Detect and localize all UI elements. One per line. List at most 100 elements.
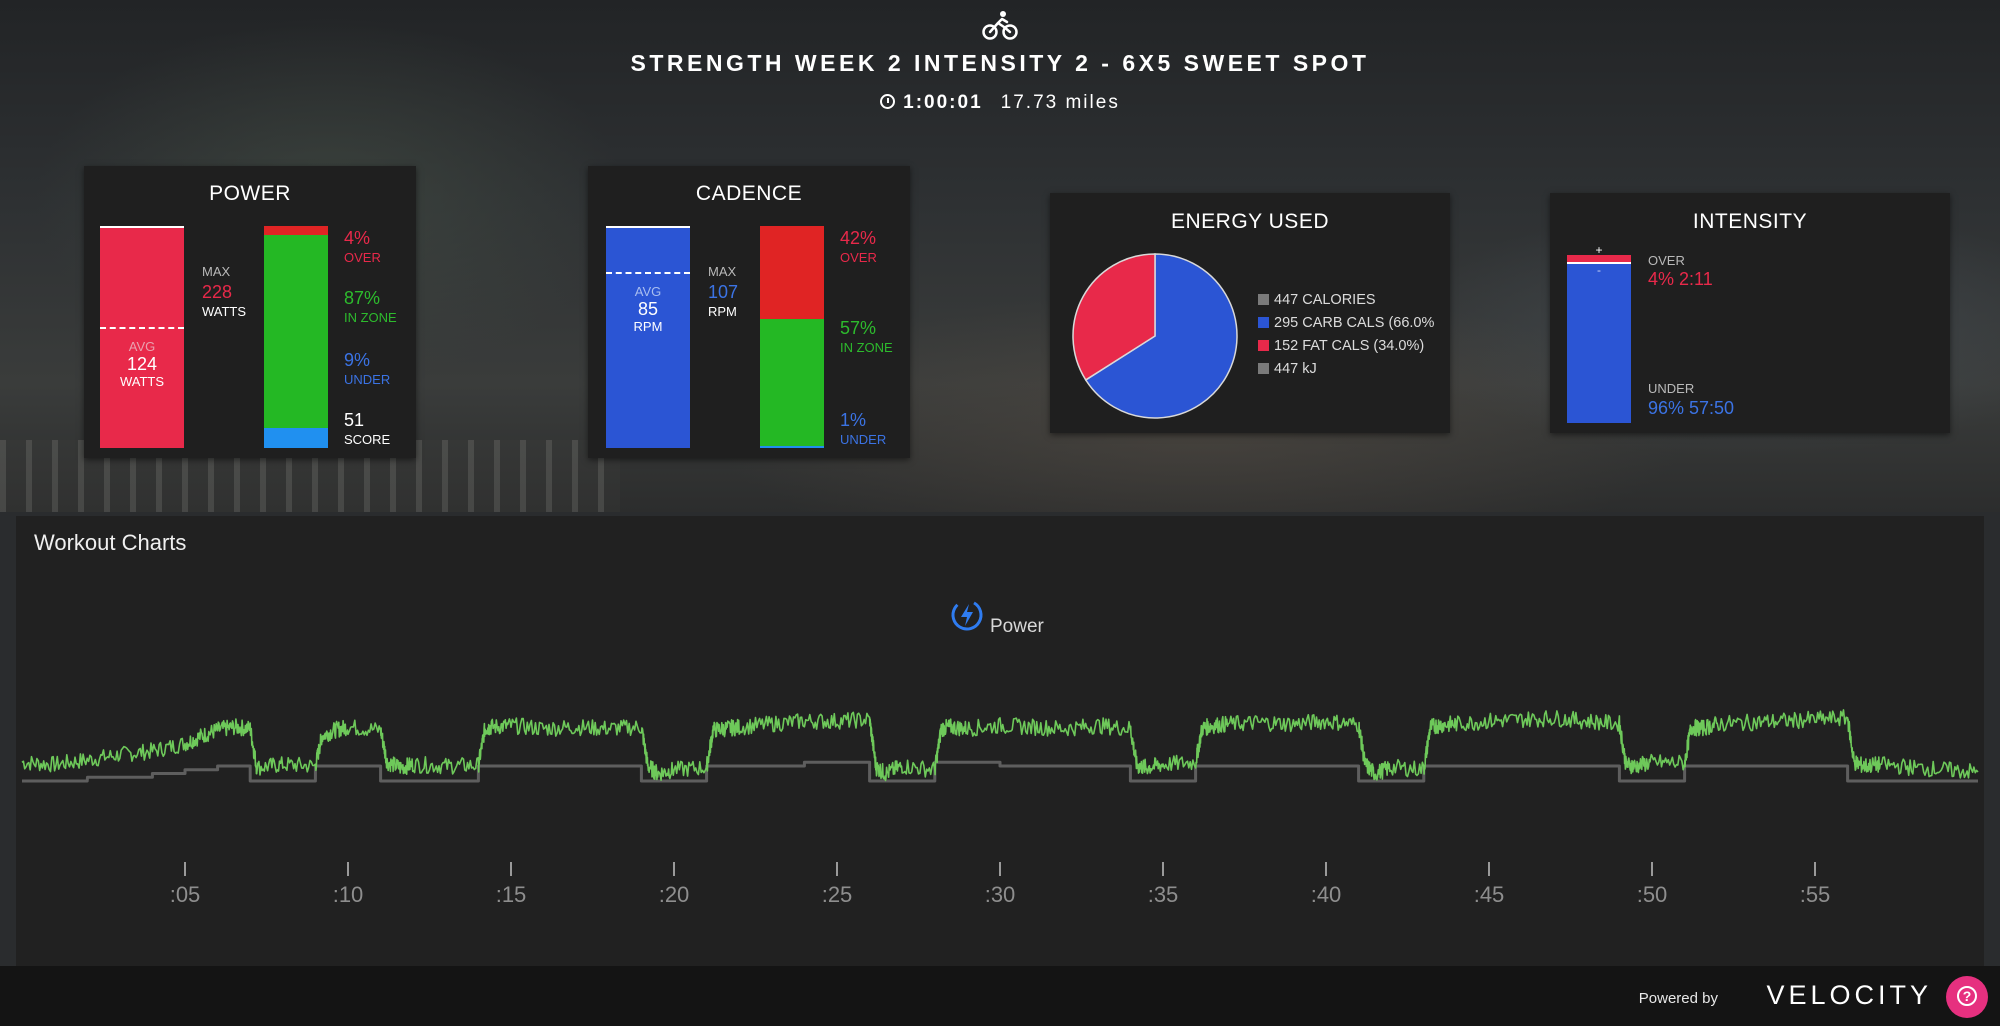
power-zone-over	[264, 226, 328, 235]
legend-fat: 152 FAT CALS (34.0%)	[1258, 338, 1424, 354]
legend-carb: 295 CARB CALS (66.0%	[1258, 315, 1434, 331]
workout-charts-panel: Workout Charts Power :05 :10 :15 :20 :25 :30:…	[16, 516, 1984, 966]
legend-calories-label: 447 CALORIES	[1274, 292, 1376, 308]
power-avg-label: AVG	[128, 339, 156, 354]
pie-slice-carb	[1084, 253, 1238, 419]
x-tick-label: :30	[985, 882, 1016, 907]
intensity-card: INTENSITY + - OVER 4% 2:11 UNDER 96% 57:…	[1550, 193, 1950, 433]
legend-swatch	[1258, 317, 1269, 328]
cadence-avg-fill	[606, 226, 690, 448]
x-tick-label: :10	[333, 882, 364, 907]
power-avg-fill	[100, 226, 184, 448]
intensity-over-label: OVER	[1648, 253, 1685, 268]
cadence-avg-value: 85	[637, 299, 659, 319]
cadence-card: CADENCE AVG 85 RPM MAX 107 RPM 42% OVER …	[588, 166, 910, 458]
workout-distance: 17.73 miles	[1000, 92, 1120, 113]
power-over-pct: 4%	[344, 228, 371, 248]
power-under-pct: 9%	[344, 350, 371, 370]
power-score-value: 51	[344, 410, 365, 430]
x-tick-label: :35	[1148, 882, 1179, 907]
cadence-over-pct: 42%	[840, 228, 877, 248]
intensity-over-value: 4% 2:11	[1648, 269, 1713, 289]
cadence-under-pct: 1%	[840, 410, 867, 430]
power-over-label: OVER	[344, 250, 381, 265]
workout-header: STRENGTH WEEK 2 INTENSITY 2 - 6X5 SWEET …	[0, 0, 2000, 130]
intensity-plus: +	[1595, 243, 1603, 257]
power-under-label: UNDER	[344, 372, 391, 387]
power-avg-bar: AVG 124 WATTS	[100, 226, 184, 448]
x-tick-label: :50	[1637, 882, 1668, 907]
x-tick-label: :20	[659, 882, 690, 907]
legend-carb-label: 295 CARB CALS (66.0%	[1274, 315, 1435, 331]
cadence-avg-label: AVG	[634, 284, 662, 299]
cadence-inzone-label: IN ZONE	[840, 340, 893, 355]
x-tick-label: :40	[1311, 882, 1342, 907]
cadence-avg-unit: RPM	[633, 319, 663, 334]
power-series-line	[21, 709, 1979, 782]
cadence-title: CADENCE	[695, 182, 803, 205]
power-avg-readout: AVG 124 WATTS	[100, 339, 184, 389]
power-max-label: MAX	[202, 264, 231, 279]
power-zone-bar	[264, 226, 328, 448]
cadence-over-label: OVER	[840, 250, 877, 265]
power-max-line	[100, 226, 184, 228]
intensity-over-fill	[1567, 255, 1631, 262]
power-chart-label: Power	[990, 616, 1044, 637]
cadence-zone-in	[760, 319, 824, 446]
cadence-zone-over	[760, 226, 824, 320]
legend-kj-label: 447 kJ	[1274, 361, 1317, 377]
workout-charts-title: Workout Charts	[34, 530, 187, 555]
footer: Powered by VELOCITY ?	[0, 966, 2000, 1026]
power-max-unit: WATTS	[202, 304, 247, 319]
intensity-bar	[1567, 255, 1631, 423]
intensity-under-value: 96% 57:50	[1648, 398, 1735, 418]
power-icon	[951, 599, 983, 631]
x-tick-label: :55	[1800, 882, 1831, 907]
energy-pie-chart	[1072, 253, 1238, 419]
power-inzone-pct: 87%	[344, 288, 381, 308]
cadence-max-label: MAX	[708, 264, 737, 279]
power-line-chart: :05:10:15:20:25:30:35:40:45:50:55	[21, 709, 1979, 907]
legend-kj: 447 kJ	[1258, 361, 1317, 377]
x-tick-label: :25	[822, 882, 853, 907]
workout-title: STRENGTH WEEK 2 INTENSITY 2 - 6X5 SWEET …	[630, 50, 1370, 76]
cadence-max-value: 107	[708, 282, 739, 302]
pie-slice-fat	[1072, 253, 1156, 381]
power-card: POWER AVG 124 WATTS MAX 228 WATTS 4% OVE…	[84, 166, 416, 458]
legend-swatch	[1258, 363, 1269, 374]
cadence-inzone-pct: 57%	[840, 318, 877, 338]
cadence-max-line	[606, 226, 690, 228]
cadence-zone-under	[760, 445, 824, 448]
velocity-logo: VELOCITY	[1766, 980, 1932, 1010]
power-avg-line	[100, 327, 184, 329]
intensity-minus: -	[1597, 263, 1601, 277]
intensity-under-label: UNDER	[1648, 381, 1695, 396]
stopwatch-icon	[880, 94, 896, 109]
power-avg-value: 124	[126, 354, 158, 374]
power-title: POWER	[209, 182, 291, 205]
power-inzone-label: IN ZONE	[344, 310, 397, 325]
help-icon: ?	[1957, 986, 1977, 1006]
cadence-zone-bar	[760, 226, 824, 448]
cadence-under-label: UNDER	[840, 432, 887, 447]
bike-icon	[982, 11, 1018, 40]
energy-card: ENERGY USED 447 CALORIES 295 CARB CALS (…	[1050, 193, 1450, 433]
power-max-value: 228	[202, 282, 233, 302]
workout-duration: 1:00:01	[903, 92, 983, 113]
legend-swatch	[1258, 340, 1269, 351]
workout-stats: 1:00:01 17.73 miles	[0, 92, 2000, 114]
x-tick-label: :05	[170, 882, 201, 907]
intensity-under-fill	[1567, 261, 1631, 423]
x-tick-label: :15	[496, 882, 527, 907]
power-score-label: SCORE	[344, 432, 391, 447]
cadence-avg-readout: AVG 85 RPM	[606, 284, 690, 334]
cadence-max-unit: RPM	[708, 304, 737, 319]
cadence-avg-bar: AVG 85 RPM	[606, 226, 690, 448]
help-button[interactable]: ?	[1946, 976, 1988, 1018]
cadence-avg-line	[606, 272, 690, 274]
legend-calories: 447 CALORIES	[1258, 292, 1376, 308]
intensity-title: INTENSITY	[1692, 210, 1808, 233]
legend-swatch	[1258, 294, 1269, 305]
power-zone-under	[264, 428, 328, 448]
power-avg-unit: WATTS	[119, 374, 165, 389]
